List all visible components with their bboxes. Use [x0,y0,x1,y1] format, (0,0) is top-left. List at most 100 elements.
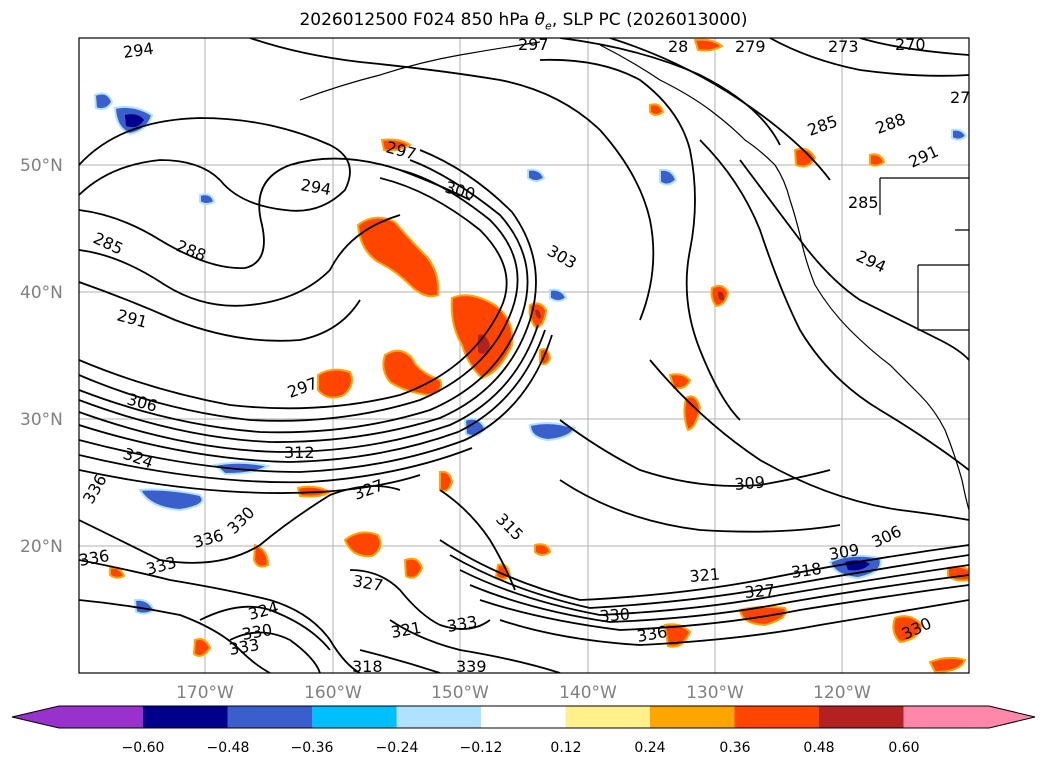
contour-276 [609,38,831,181]
longitude-labels: 170°W 160°W 150°W 140°W 130°W 120°W [176,683,871,703]
contour-312-s [449,554,969,609]
contour-312 [79,329,546,463]
lon-label-160w: 160°W [304,683,362,703]
lon-label-130w: 130°W [686,683,744,703]
contour-336-sw [79,599,271,673]
contour-327-mid-s [349,569,491,630]
state-borders [879,177,969,331]
colorbar-tick: 0.48 [803,740,834,756]
colorbar-tick: −0.36 [291,740,334,756]
neg-blob-24n-173w [138,488,204,512]
contour-label: 318 [352,657,383,676]
colorbar-tick: 0.12 [550,740,581,756]
pos-blob-17n-112w [947,565,969,582]
contour-321-sw [229,631,321,673]
contour-label: 321 [689,564,721,586]
colorbar-extend-right [989,706,1035,728]
contour-label: 318 [790,559,823,582]
pos-blob-20n-166w [252,543,270,568]
contour-label: 297 [518,35,549,54]
contour-318-s [469,574,969,623]
neg-blob-47n-170w [199,193,216,205]
core-blob-37n-144w [535,309,541,319]
colorbar-tick: −0.12 [460,740,503,756]
contour-324-sw [199,605,331,651]
colorbar-segment [819,706,904,728]
neg-blob-55n-177w [93,92,114,111]
contour-label: 330 [599,604,631,626]
contour-300 [79,169,519,422]
lon-label-140w: 140°W [559,683,617,703]
pos-blob-18n-153w [403,557,424,579]
contour-336-s [359,649,441,673]
pos-blob-32n-159w [317,368,353,399]
contour-306-coast [649,359,969,521]
lat-label-30n: 30°N [20,410,63,430]
neg-blob-53n-111w [951,128,968,141]
coast-pacific [599,44,969,511]
colorbar-segment [396,706,481,728]
contour-label: 285 [848,193,879,212]
contour-321-s [479,584,969,631]
pos-blob-29n-132w [683,395,702,432]
neg-blob-49n-134w [659,168,678,186]
colorbar-outline [11,705,1036,729]
pos-blob-19n-143w [534,543,552,556]
lon-label-120w: 120°W [813,683,871,703]
contour-297-top [249,38,655,321]
plot-area [78,37,970,674]
title-prefix: 2026012500 F024 850 hPa [299,10,535,30]
colorbar-tick: 0.60 [888,740,919,756]
contour-label: 270 [895,35,926,54]
pos-blob-52n-153w [380,138,412,152]
contour-label: 27 [950,88,970,107]
contour-291b [79,281,361,342]
pos-blob-top-130w [693,38,724,52]
contour-309 [79,324,539,453]
map-title: 2026012500 F024 850 hPa θe, SLP PC (2026… [0,10,1047,32]
lat-label-40n: 40°N [20,283,63,303]
colorbar-segment [903,706,989,728]
title-theta: θ [534,10,546,30]
core-blob-39n-130w [718,291,724,301]
contour-297 [79,177,508,410]
pos-blob-31n-133w [668,373,692,390]
contour-300-coast [699,139,969,471]
colorbar-tick: −0.60 [122,740,165,756]
contour-300-top [539,58,741,421]
contour-330-sw [79,485,401,564]
colorbar-extend-left [12,706,59,728]
contour-306 [79,149,537,443]
contour-label: 339 [456,657,487,676]
colorbar-tick: −0.24 [376,740,419,756]
colorbar-segment [227,706,312,728]
contour-303 [79,159,529,434]
colorbar-segment [734,706,819,728]
pos-blob-56n-135w [649,103,665,116]
pos-blob-51n-117w [869,153,886,167]
colorbar-segments [11,705,1036,729]
colorbar: −0.60 −0.48 −0.36 −0.24 −0.12 0.12 0.24 … [11,705,1036,756]
contour-label: 309 [734,472,766,494]
colorbar-segment [565,706,650,728]
neg-blob-49n-144w [527,168,546,182]
colorbar-segment [143,706,228,728]
coast-aleutians [299,41,541,101]
contour-label: 273 [828,37,859,56]
contour-273 [769,38,969,77]
contour-291 [79,214,401,307]
pos-blob-13n-116w [892,615,924,644]
colorbar-tick: 0.36 [719,740,750,756]
pos-blob-24n-151w [439,470,454,492]
colorbar-tick: 0.24 [634,740,665,756]
pos-blob-10n-114w [928,656,967,673]
neg-blob-25n-168w [212,461,271,476]
contour-label: 312 [284,443,315,462]
colorbar-segment [59,706,143,728]
contour-333-sw [79,559,361,673]
neg-blob-29n-142w [528,422,577,442]
pos-blob-20n-157w [343,531,382,558]
colorbar-segment [481,706,566,728]
pos-blob-12n-170w [192,638,212,657]
